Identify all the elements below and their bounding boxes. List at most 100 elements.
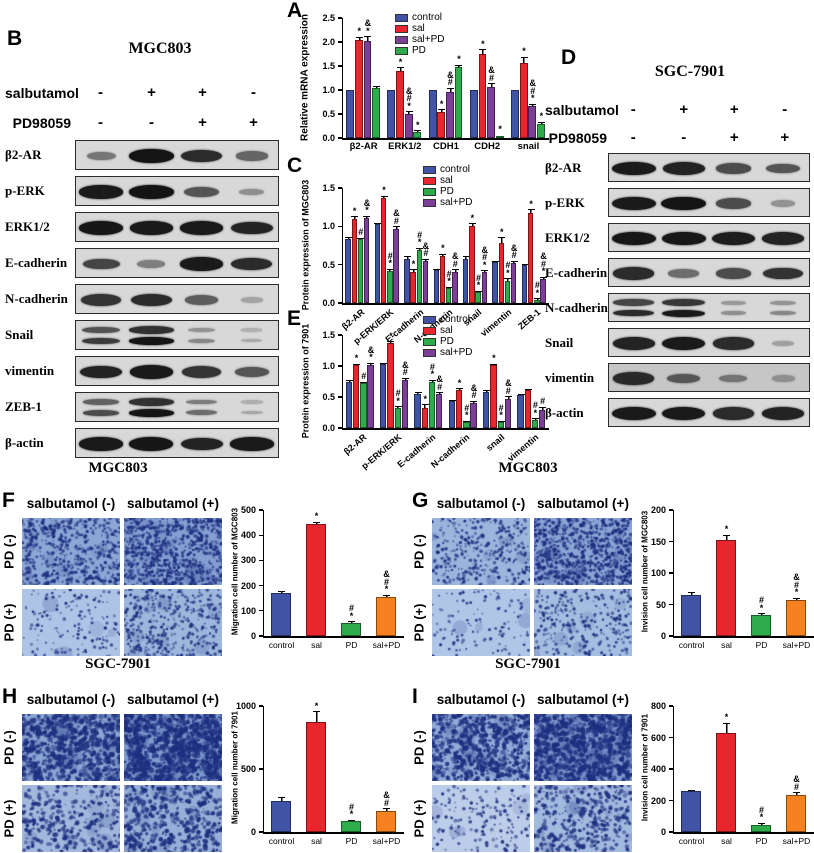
x-category-label: control — [268, 836, 295, 846]
bar-sal+PD-snail — [481, 272, 487, 303]
error-bar — [481, 270, 489, 273]
error-bar — [504, 278, 512, 281]
x-category-label: sal+PD — [372, 836, 401, 846]
protein-band — [719, 374, 748, 383]
protein-band — [668, 269, 699, 278]
transwell-micrograph — [534, 785, 632, 852]
protein-band — [612, 196, 656, 211]
treatment-sign: - — [98, 84, 103, 101]
bar-PD-E-cadherin — [428, 382, 436, 428]
significance-marks: # * — [446, 268, 452, 287]
bar-PD-N-cadherin — [446, 288, 452, 303]
blot-row-label: vimentin — [5, 363, 55, 378]
bar-sal+PD-CDH2 — [487, 87, 496, 138]
chart-E-protein-expression-7901: 0.0 0.5 1.0 1.5 Protein expression of 7901 * *… — [297, 312, 555, 471]
protein-band — [762, 407, 805, 420]
bar-sal-p-ERK/ERK — [387, 343, 394, 428]
treatment-sign: - — [782, 101, 788, 118]
bar-cells-control — [271, 593, 291, 636]
bar-PD-β2-AR — [360, 383, 367, 428]
bar-control-β2-AR — [346, 90, 355, 138]
y-tick — [668, 799, 673, 802]
error-bar — [483, 390, 491, 393]
error-bar — [433, 268, 441, 271]
x-category-label: sal — [311, 640, 322, 650]
y-tick-label: 200 — [650, 795, 666, 806]
blot-strip — [75, 428, 279, 458]
y-tick-label: 0.0 — [322, 133, 335, 143]
transwell-micrograph — [124, 714, 222, 781]
x-category-label: sal+PD — [372, 640, 401, 650]
significance-marks: & # * — [481, 244, 488, 270]
significance-marks: * — [314, 700, 319, 711]
cell-line-title: MGC803 — [88, 460, 148, 476]
error-bar — [387, 341, 395, 344]
protein-band — [231, 257, 273, 271]
significance-marks: & # * — [405, 85, 413, 111]
legend-label: sal — [412, 22, 425, 34]
treatment-sign: + — [198, 114, 207, 131]
significance-marks: # * — [534, 280, 540, 298]
legend-item: sal+PD — [395, 34, 445, 45]
bar-sal+PD-β2-AR — [367, 364, 374, 428]
bar-cells-sal+PD — [376, 596, 396, 636]
significance-marks: # — [540, 396, 546, 407]
bar-sal-vimentin — [524, 390, 532, 428]
bar-sal-ERK1/2 — [396, 70, 404, 138]
bar-control-CDH1 — [428, 90, 437, 138]
protein-band — [771, 375, 795, 382]
row-label-PD: PD (-) — [1, 729, 17, 765]
y-tick — [258, 705, 263, 707]
bar-sal+PD-N-cadherin — [470, 402, 477, 428]
y-axis-label: Protein expression of 7901 — [300, 323, 310, 438]
error-bar — [394, 406, 402, 409]
y-axis-label: Protein expression of MGC803 — [300, 179, 310, 310]
protein-band — [86, 151, 116, 161]
treatment-sign: - — [630, 101, 636, 118]
legend-label: PD — [440, 335, 454, 347]
bar-PD-vimentin — [531, 419, 539, 428]
blot-row-label: N-cadherin — [545, 299, 608, 315]
protein-band — [83, 409, 119, 416]
bar-sal+PD-p-ERK/ERK — [393, 228, 399, 303]
y-tick-label: 100 — [650, 568, 666, 578]
bar-PD-E-cadherin — [416, 250, 422, 303]
bar-sal+PD-N-cadherin — [452, 271, 458, 303]
error-bar — [539, 406, 547, 411]
treatment-name-PD98059: PD98059 — [548, 130, 607, 146]
legend-label: PD — [440, 185, 454, 197]
blot-strip — [608, 363, 810, 392]
bar-control-E-cadherin — [414, 393, 421, 428]
bar-sal+PD-E-cadherin — [422, 260, 429, 303]
legend-swatch — [395, 13, 408, 22]
legend-swatch — [423, 187, 436, 196]
cell-line-title: SGC-7901 — [495, 656, 561, 672]
significance-marks: & # * — [383, 569, 390, 595]
protein-band — [667, 373, 701, 384]
y-tick — [258, 509, 263, 511]
column-label-salbutamol: salbutamol (+) — [127, 496, 219, 511]
column-label-salbutamol: salbutamol (+) — [127, 692, 219, 707]
significance-marks: # * — [417, 229, 423, 248]
significance-marks: # * — [429, 361, 435, 380]
blot-strip — [608, 398, 810, 427]
y-tick — [337, 65, 342, 67]
protein-band — [181, 366, 222, 378]
error-bar — [758, 822, 765, 825]
error-bar — [438, 109, 446, 112]
blot-row-label: β2-AR — [545, 159, 582, 175]
error-bar — [386, 268, 394, 271]
bar-sal+PD-snail — [504, 399, 512, 428]
panel-letter-A: A — [287, 0, 303, 22]
protein-band — [79, 437, 123, 451]
panel-letter-D: D — [561, 46, 577, 69]
column-label-salbutamol: salbutamol (+) — [537, 692, 629, 707]
significance-marks: * — [398, 56, 403, 67]
bar-sal-snail — [469, 225, 475, 303]
y-tick-label: 100 — [240, 605, 256, 616]
treatment-sign: + — [249, 114, 258, 131]
error-bar — [531, 418, 539, 420]
bar-sal+PD-β2-AR — [363, 41, 372, 138]
legend-label: control — [412, 11, 443, 23]
error-bar — [723, 534, 730, 541]
